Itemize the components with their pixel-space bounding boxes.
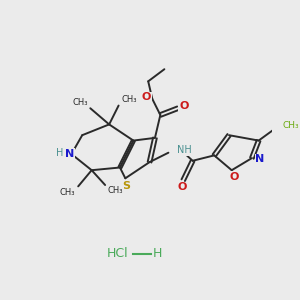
- Text: CH₃: CH₃: [72, 98, 88, 107]
- Text: H: H: [56, 148, 64, 158]
- Text: H: H: [153, 247, 162, 260]
- Text: CH₃: CH₃: [121, 95, 137, 104]
- Text: CH₃: CH₃: [108, 186, 123, 195]
- Text: N: N: [255, 154, 265, 164]
- Text: NH: NH: [177, 145, 192, 155]
- Text: O: O: [230, 172, 239, 182]
- Text: S: S: [123, 181, 131, 191]
- Text: N: N: [65, 149, 74, 159]
- Text: O: O: [179, 101, 188, 111]
- Text: HCl: HCl: [106, 247, 128, 260]
- Text: O: O: [142, 92, 151, 103]
- Text: O: O: [177, 182, 187, 192]
- Text: CH₃: CH₃: [283, 121, 299, 130]
- Text: CH₃: CH₃: [60, 188, 76, 197]
